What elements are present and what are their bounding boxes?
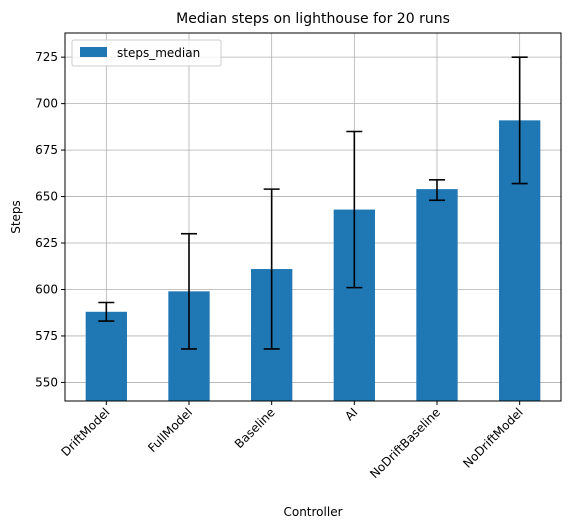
chart-title: Median steps on lighthouse for 20 runs: [176, 11, 450, 27]
x-tick-label: AI: [342, 405, 360, 423]
error-bars: [98, 56, 528, 350]
grid: [65, 33, 561, 401]
y-tick-label: 550: [35, 375, 58, 389]
x-axis-ticks: DriftModel FullModel Baseline AI NoDriftBase…: [59, 401, 526, 481]
bar-NoDriftBaseline: [416, 189, 458, 401]
legend-box: [71, 39, 222, 67]
y-tick-label: 575: [35, 329, 58, 343]
x-tick-label: DriftModel: [59, 405, 113, 459]
bars: [85, 120, 541, 401]
y-tick-label: 700: [35, 97, 58, 111]
y-axis-ticks: 550 575 600 625 650 675 700 725: [35, 50, 65, 389]
y-tick-label: 675: [35, 143, 58, 157]
plot-frame: [64, 32, 562, 402]
y-tick-label: 650: [35, 190, 58, 204]
y-tick-label: 600: [35, 282, 58, 296]
legend-swatch: [80, 47, 107, 57]
legend-label: steps_median: [117, 46, 200, 60]
y-tick-label: 625: [35, 236, 58, 250]
y-tick-label: 725: [35, 50, 58, 64]
legend: steps_median: [71, 39, 222, 67]
bar-DriftModel: [85, 311, 127, 401]
x-tick-label: NoDriftModel: [460, 405, 525, 470]
y-axis-label: Steps: [9, 200, 23, 234]
x-tick-label: NoDriftBaseline: [367, 405, 443, 481]
x-axis-label: Controller: [283, 505, 342, 519]
x-tick-label: Baseline: [232, 405, 278, 451]
x-tick-label: FullModel: [145, 405, 195, 455]
